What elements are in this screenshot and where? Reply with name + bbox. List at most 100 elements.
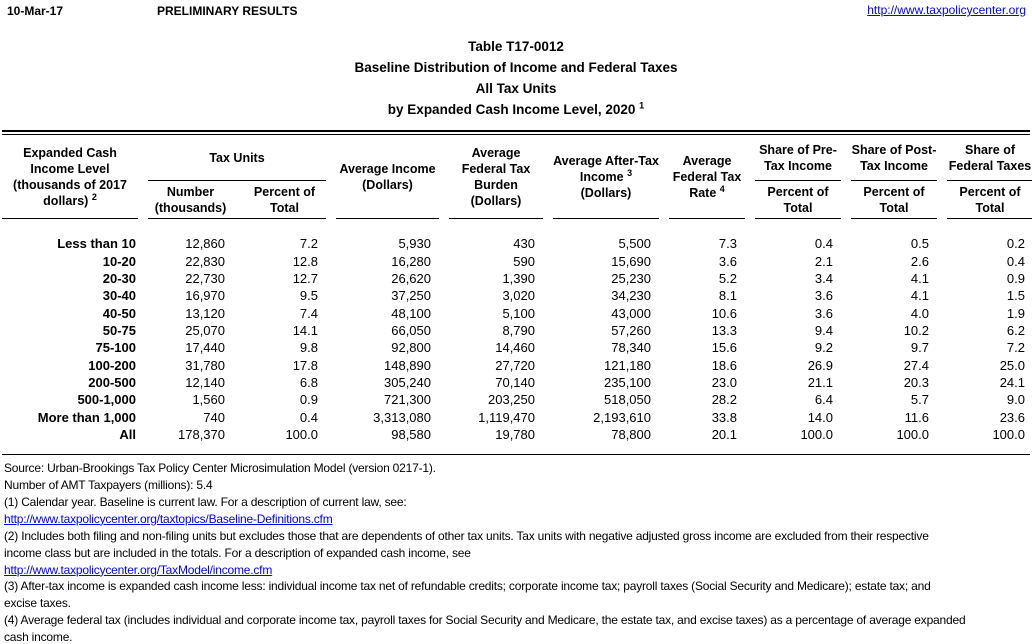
cell-value: 0.9	[299, 392, 318, 408]
cell-value: 16,280	[391, 253, 431, 269]
footnote-line: excise taxes.	[4, 596, 71, 611]
cell-value: 9.7	[910, 340, 929, 356]
cell-value: 16,970	[185, 288, 225, 304]
cell-value: 0.4	[299, 409, 318, 425]
footnotes: Source: Urban-Brookings Tax Policy Cente…	[2, 455, 1030, 644]
cell-value: 178,370	[178, 426, 225, 442]
date-label: 10-Mar-17	[7, 4, 64, 18]
cell-value: 3.6	[718, 253, 737, 269]
cell-value: 57,260	[611, 322, 651, 338]
row-label: 100-200	[88, 357, 136, 373]
cell-value: 5,100	[502, 305, 535, 321]
cell-value: 25.0	[999, 357, 1025, 373]
cell-value: 1,560	[192, 392, 225, 408]
cell-value: 22,730	[185, 270, 225, 286]
cell-value: 9.2	[814, 340, 833, 356]
cell-value: 17.8	[292, 357, 318, 373]
cell-value: 13,120	[185, 305, 225, 321]
row-label: Less than 10	[57, 236, 136, 252]
cell-value: 2.6	[910, 253, 929, 269]
cell-value: 27.4	[903, 357, 929, 373]
footnote-link[interactable]: http://www.taxpolicycenter.org/taxtopics…	[4, 511, 333, 526]
col-header-average-after-tax-income: Average After-Tax Income 3 (Dollars)	[553, 135, 659, 218]
col-header-average-federal-tax-burden: Average Federal Tax Burden (Dollars)	[461, 145, 531, 208]
cell-value: 7.4	[299, 305, 318, 321]
cell-value: 3.6	[814, 305, 833, 321]
footnote-ref-3: 3	[627, 167, 633, 178]
header-underline	[336, 218, 439, 219]
cell-value: 70,140	[495, 374, 535, 390]
row-label: 30-40	[102, 288, 136, 304]
cell-value: 2,193,610	[593, 409, 651, 425]
cell-value: 5,500	[618, 236, 651, 252]
col-group-tax-units: Tax Units	[148, 135, 326, 181]
header-underline	[669, 218, 745, 219]
table-row: 100-200 31,780 17.8 148,890 27,720 121,180 18.…	[2, 356, 1030, 373]
cell-value: 23.6	[999, 409, 1025, 425]
title-line-4: by Expanded Cash Income Level, 2020 1	[2, 99, 1030, 120]
cell-value: 9.5	[299, 288, 318, 304]
cell-value: 48,100	[391, 305, 431, 321]
preliminary-results-label: PRELIMINARY RESULTS	[157, 4, 298, 18]
cell-value: 14.1	[292, 322, 318, 338]
cell-value: 66,050	[391, 322, 431, 338]
footnote-line: Source: Urban-Brookings Tax Policy Cente…	[4, 461, 436, 476]
cell-value: 6.4	[814, 392, 833, 408]
cell-value: 9.8	[299, 340, 318, 356]
cell-value: 24.1	[999, 374, 1025, 390]
cell-value: 3.6	[814, 288, 833, 304]
cell-value: 121,180	[604, 357, 651, 373]
row-label: 10-20	[102, 253, 136, 269]
cell-value: 98,580	[391, 426, 431, 442]
footnote-ref-2: 2	[91, 191, 97, 202]
cell-value: 27,720	[495, 357, 535, 373]
cell-value: 11.6	[904, 409, 929, 425]
cell-value: 148,890	[384, 357, 431, 373]
cell-value: 3,313,080	[373, 409, 431, 425]
table-body: Less than 10 12,860 7.2 5,930 430 5,500 7.3 0.4…	[2, 219, 1030, 443]
cell-value: 78,800	[611, 426, 651, 442]
cell-value: 22,830	[185, 253, 225, 269]
row-label: 50-75	[102, 322, 136, 338]
footnote-line: cash income.	[4, 630, 73, 644]
title-line-3: All Tax Units	[475, 81, 557, 96]
cell-value: 203,250	[488, 392, 535, 408]
footnote-line: income class but are included in the tot…	[4, 545, 471, 560]
row-label: 500-1,000	[77, 392, 136, 408]
cell-value: 235,100	[604, 374, 651, 390]
header-underline	[2, 218, 138, 219]
taxpolicycenter-link[interactable]: http://www.taxpolicycenter.org	[867, 3, 1026, 17]
cell-value: 34,230	[611, 288, 651, 304]
title-line-2: Baseline Distribution of Income and Fede…	[354, 60, 678, 75]
row-label: 40-50	[102, 305, 136, 321]
footnote-link[interactable]: http://www.taxpolicycenter.org/TaxModel/…	[4, 562, 273, 577]
cell-value: 4.1	[910, 270, 929, 286]
cell-value: 6.8	[299, 374, 318, 390]
cell-value: 1.9	[1006, 305, 1025, 321]
table-row: 10-20 22,830 12.8 16,280 590 15,690 3.6 2.1 2.6 0…	[2, 252, 1030, 269]
col-group-share-federal-taxes: Share of Federal Taxes	[947, 135, 1032, 181]
cell-value: 14,460	[495, 340, 535, 356]
col-header-percent-of-total-post: Percent of Total	[863, 184, 925, 215]
cell-value: 740	[203, 409, 225, 425]
cell-value: 12,860	[185, 236, 225, 252]
cell-value: 9.0	[1006, 392, 1025, 408]
cell-value: 26,620	[391, 270, 431, 286]
col-group-share-pre-tax-income: Share of Pre-Tax Income	[755, 135, 841, 181]
cell-value: 3,020	[502, 288, 535, 304]
table-row: More than 1,000 740 0.4 3,313,080 1,119,470 2…	[2, 408, 1030, 425]
row-label: 20-30	[102, 270, 136, 286]
after-tax-income-unit: (Dollars)	[580, 185, 632, 200]
cell-value: 43,000	[611, 305, 651, 321]
cell-value: 100.0	[800, 426, 833, 442]
col-header-percent-of-total-fed: Percent of Total	[959, 184, 1021, 215]
cell-value: 8,790	[502, 322, 535, 338]
row-label: All	[119, 426, 136, 442]
cell-value: 1,119,470	[478, 409, 535, 425]
cell-value: 10.2	[903, 322, 929, 338]
cell-value: 7.3	[718, 236, 737, 252]
footnote-line: (4) Average federal tax (includes indivi…	[4, 613, 966, 628]
cell-value: 0.5	[910, 236, 929, 252]
cell-value: 20.1	[711, 426, 737, 442]
